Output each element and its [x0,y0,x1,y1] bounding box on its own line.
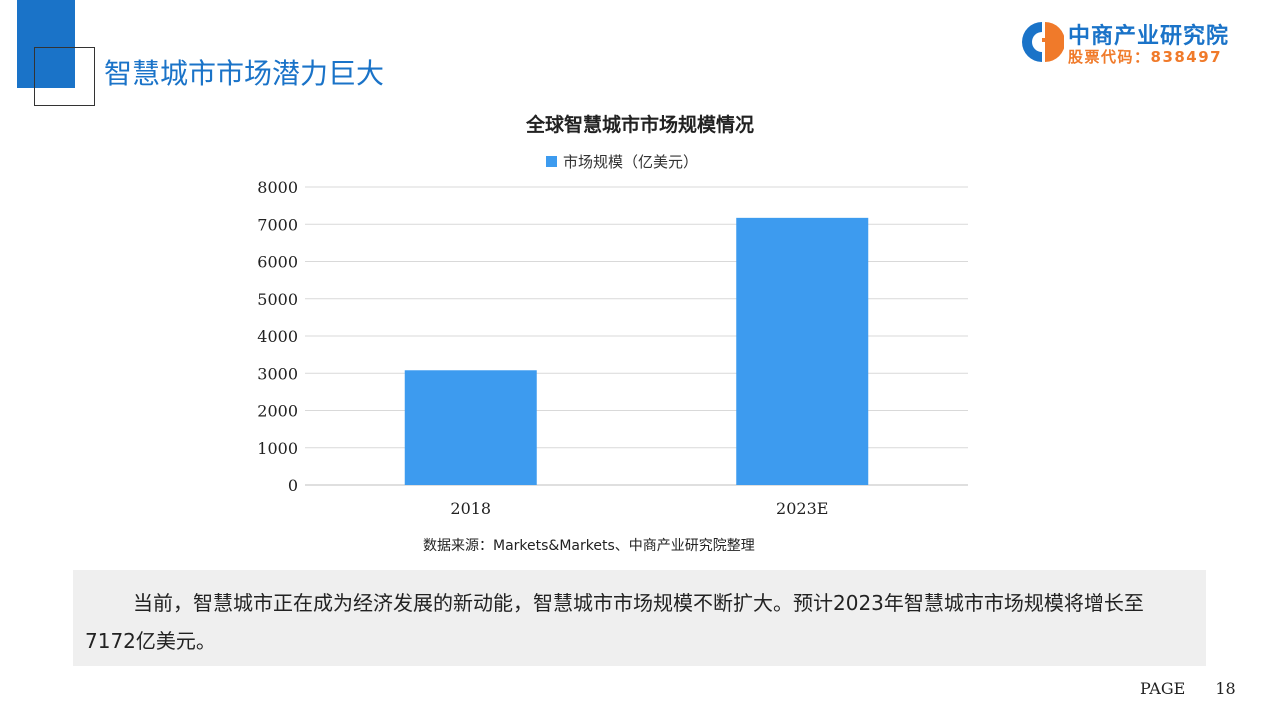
y-tick-label: 3000 [257,364,298,383]
y-tick-label: 2000 [257,402,298,421]
y-tick-label: 4000 [257,327,298,346]
legend-label: 市场规模（亿美元） [563,153,699,171]
x-tick-label: 2023E [776,499,828,518]
chart-title-text: 全球智慧城市市场规模情况 [525,114,754,136]
bar-2023E [736,217,869,485]
y-tick-label: 7000 [257,215,298,234]
logo-name: 中商产业研究院 [1068,24,1230,49]
page-title: 智慧城市市场潜力巨大 [104,57,385,90]
data-source: 数据来源：Markets&Markets、中商产业研究院整理 [423,538,755,554]
y-tick-label: 0 [288,476,298,495]
description-box: 当前，智慧城市正在成为经济发展的新动能，智慧城市市场规模不断扩大。预计2023年… [73,570,1206,666]
y-tick-label: 5000 [257,290,298,309]
chart-title: 全球智慧城市市场规模情况 [0,110,1280,137]
y-tick-label: 6000 [257,253,298,272]
y-tick-label: 8000 [257,178,298,197]
page-label: PAGE [1140,679,1186,698]
header-accent-outline [34,47,95,106]
legend-swatch [546,156,557,167]
page-footer: PAGE 18 [1140,679,1236,698]
description-text: 当前，智慧城市正在成为经济发展的新动能，智慧城市市场规模不断扩大。预计2023年… [85,591,1144,653]
company-logo: 中商产业研究院 股票代码：838497 [1020,18,1240,68]
chart-legend: 市场规模（亿美元） [546,151,698,172]
logo-icon [1022,22,1064,62]
x-tick-label: 2018 [450,499,491,518]
logo-stock-code: 股票代码：838497 [1068,48,1223,66]
header-accent-block [17,0,75,88]
bar-2018 [404,370,537,485]
page-number: 18 [1215,679,1236,698]
y-tick-label: 1000 [257,439,298,458]
